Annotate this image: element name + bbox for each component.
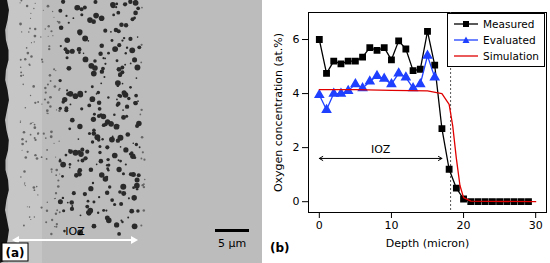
svg-text:Oxygen concentration (at.%): Oxygen concentration (at.%) (272, 33, 285, 192)
html-text:Evaluated: Evaluated (483, 34, 536, 46)
svg-text:4: 4 (293, 87, 300, 100)
svg-text:2: 2 (293, 141, 300, 154)
svg-text:0: 0 (293, 195, 300, 208)
html-text:Simulation: Simulation (483, 50, 539, 62)
svg-text:6: 6 (293, 33, 300, 46)
html-text:(b): (b) (270, 241, 290, 255)
html-text:Measured: Measured (483, 18, 535, 30)
svg-text:0: 0 (316, 219, 323, 232)
svg-text:(a): (a) (5, 246, 24, 260)
svg-text:30: 30 (529, 219, 543, 232)
svg-text:Depth (micron): Depth (micron) (386, 237, 469, 250)
svg-text:IOZ: IOZ (371, 143, 391, 156)
svg-text:IOZ: IOZ (65, 225, 85, 238)
svg-text:20: 20 (457, 219, 471, 232)
svg-text:5 μm: 5 μm (218, 237, 246, 250)
svg-text:10: 10 (384, 219, 398, 232)
